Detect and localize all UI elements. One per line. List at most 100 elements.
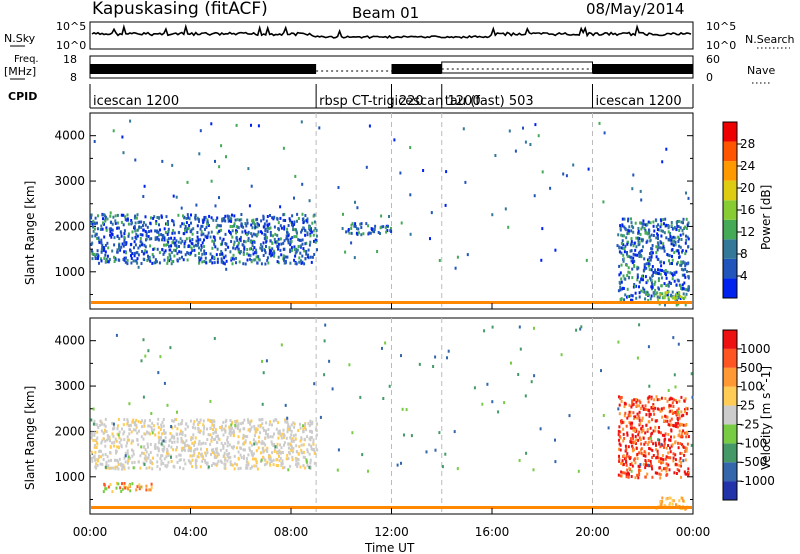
power-cell-780 — [284, 219, 287, 222]
power-cell-1175 — [669, 235, 672, 238]
power-cell-400 — [279, 237, 282, 241]
power-cell-240 — [254, 258, 257, 262]
vel-cell-10 — [279, 443, 282, 447]
power-cell-1218 — [626, 287, 629, 291]
vel-cell-765 — [313, 452, 316, 455]
power-cell-558 — [170, 262, 173, 266]
power-cell-761 — [263, 237, 266, 240]
power-cell-654 — [256, 221, 259, 225]
vel-cell-745 — [287, 457, 290, 461]
vel-cell-1023 — [648, 414, 651, 418]
power-cell-660 — [101, 227, 104, 231]
power-cell-24 — [287, 224, 290, 227]
vel-cell-798 — [231, 431, 233, 435]
power-cell-155 — [131, 221, 133, 225]
vel-cell-1241 — [663, 467, 666, 471]
power-cell-160 — [191, 249, 194, 253]
vel-cell-1151 — [652, 454, 655, 457]
power-cell-301 — [123, 235, 126, 239]
vel-cell-380 — [109, 439, 111, 443]
power-cell-1346 — [641, 239, 644, 243]
vel-cell-871 — [145, 466, 148, 470]
power-cell-541 — [136, 257, 139, 261]
power-cell-486 — [106, 217, 109, 221]
power-cell-273 — [158, 251, 161, 255]
vel-cell-299 — [284, 418, 287, 422]
vel-cell-815 — [229, 433, 232, 437]
vel-cell-929 — [234, 462, 237, 466]
power-cell-1252 — [663, 247, 666, 251]
vel-cell-1612 — [639, 463, 642, 467]
power-cell-1082 — [654, 288, 657, 292]
power-cell-582 — [192, 227, 195, 231]
power-cell-775 — [251, 219, 254, 223]
vel-cell-455 — [209, 426, 212, 430]
power-cell-1576 — [649, 252, 651, 256]
power-cell-991 — [622, 243, 625, 247]
power-cell-848 — [102, 221, 104, 225]
power-cell-804 — [230, 217, 233, 221]
power-cell-162 — [156, 216, 159, 219]
vel-cell-204 — [152, 424, 155, 428]
vel-cell-741 — [242, 442, 245, 446]
vel-cell-1104 — [646, 428, 649, 432]
power-cell-1545 — [186, 180, 189, 184]
vel-cell-200 — [268, 423, 271, 427]
freq-tick-high: 18 — [63, 53, 77, 66]
vel-cell-1148 — [618, 438, 620, 442]
power-cell-258 — [242, 225, 245, 229]
power-cell-983 — [384, 226, 387, 230]
power-cell-788 — [224, 214, 227, 218]
power-cbar-tick-label-1: 24 — [740, 159, 755, 173]
vel-cell-1226 — [641, 404, 644, 408]
power-cell-1137 — [668, 259, 670, 263]
vel-cell-479 — [180, 447, 183, 451]
vel-cell-1322 — [652, 429, 655, 433]
power-cell-1227 — [675, 228, 678, 232]
vel-cell-1484 — [684, 507, 687, 511]
vel-cell-1388 — [669, 446, 671, 450]
power-cell-120 — [297, 217, 300, 220]
vel-cell-1054 — [667, 456, 670, 459]
power-cell-1575 — [257, 124, 260, 128]
power-cell-324 — [103, 235, 106, 239]
vel-cell-1571 — [151, 431, 154, 435]
power-cell-1289 — [646, 239, 649, 243]
vel-cell-102 — [149, 451, 152, 454]
vel-cell-1240 — [678, 413, 681, 417]
vel-cell-505 — [148, 424, 151, 428]
power-cell-702 — [299, 251, 302, 255]
vel-cell-440 — [131, 461, 134, 465]
vel-cell-15 — [118, 436, 121, 440]
power-cell-1407 — [672, 227, 675, 231]
vel-cell-1528 — [690, 443, 693, 447]
vel-cell-890 — [269, 420, 272, 424]
power-cell-404 — [208, 214, 211, 218]
power-cell-1475 — [670, 294, 672, 298]
power-cell-1640 — [399, 171, 402, 175]
power-cell-899 — [280, 253, 283, 257]
vel-cell-393 — [258, 440, 260, 444]
vel-cell-1071 — [646, 472, 649, 476]
power-cell-74 — [136, 213, 139, 217]
vel-cell-516 — [142, 437, 145, 441]
power-cell-978 — [367, 224, 370, 228]
vel-cell-668 — [215, 434, 218, 438]
power-cell-1638 — [464, 180, 467, 184]
power-cell-799 — [109, 214, 112, 218]
vel-cell-1174 — [665, 455, 668, 459]
vel-cell-1620 — [580, 325, 583, 329]
vel-cell-384 — [294, 456, 297, 460]
vel-cell-851 — [299, 439, 302, 443]
vel-cell-1562 — [425, 450, 428, 454]
vel-cell-1204 — [650, 397, 653, 401]
power-cell-127 — [237, 241, 240, 245]
vel-cell-303 — [300, 448, 303, 452]
power-cell-1145 — [653, 229, 656, 233]
vel-cell-822 — [265, 432, 267, 436]
power-cell-256 — [226, 214, 229, 218]
vel-cell-1386 — [686, 430, 688, 434]
power-cell-1415 — [657, 279, 660, 283]
vel-cell-716 — [157, 425, 160, 429]
power-cell-368 — [100, 250, 103, 254]
